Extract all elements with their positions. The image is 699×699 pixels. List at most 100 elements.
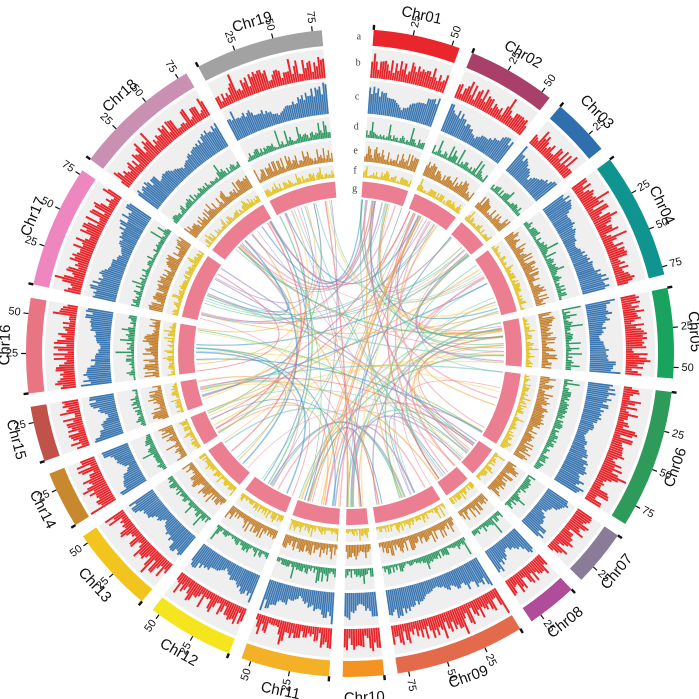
tick-label: 75 — [60, 158, 77, 175]
tick-label: 75 — [640, 504, 656, 520]
tick-label: 25 — [636, 178, 653, 194]
chromosome-ideogram-track — [26, 29, 674, 677]
tick-mark — [570, 588, 576, 594]
histogram-track-b-chr17 — [54, 188, 122, 295]
histogram-tracks — [52, 53, 651, 652]
synteny-link — [242, 239, 298, 465]
tick-mark — [662, 264, 668, 268]
synteny-link — [413, 394, 483, 445]
histogram-track-f-chr05 — [522, 317, 539, 368]
tick-label: 50 — [444, 668, 459, 683]
histogram-track-d-chr10 — [345, 567, 374, 584]
histogram-track-e-chr19 — [253, 148, 333, 184]
histogram-track-c-chr12 — [190, 543, 261, 603]
histogram-track-f-chr12 — [240, 492, 285, 522]
synteny-link — [424, 344, 504, 406]
inner-ideogram-chr11 — [292, 499, 340, 525]
tick-mark — [189, 635, 194, 641]
synteny-link — [201, 237, 453, 324]
chromosome-segment-chr18 — [90, 73, 195, 169]
histogram-track-c-chr09 — [385, 557, 493, 619]
histogram-track-f-chr17 — [171, 250, 205, 316]
synteny-link — [416, 254, 503, 336]
synteny-link — [215, 203, 322, 304]
inner-ideogram-chr10 — [346, 508, 369, 525]
synteny-link — [352, 301, 496, 508]
tick-label: 25 — [409, 14, 423, 28]
histogram-track-d-chr08 — [471, 510, 503, 536]
synteny-link — [339, 429, 361, 507]
chromosome-segment-chr05 — [651, 287, 674, 379]
tick-mark — [155, 614, 160, 620]
chromosome-segment-chr11 — [241, 643, 331, 677]
track-letter-d: d — [354, 122, 359, 133]
synteny-link — [329, 200, 484, 303]
track-letters: a b c d efg — [352, 32, 362, 195]
tick-label: 50 — [654, 216, 670, 232]
histogram-track-f-chr08 — [448, 481, 475, 505]
tick-label: 75 — [668, 256, 683, 271]
histogram-track-b-chr12 — [172, 572, 247, 625]
histogram-track-c-chr16 — [80, 308, 114, 387]
histogram-track-f-chr10 — [346, 528, 369, 541]
tick-mark — [194, 61, 200, 68]
histogram-track-b-chr01 — [370, 53, 450, 94]
tick-mark — [592, 566, 598, 571]
tick-label: 75 — [304, 11, 317, 25]
tick-mark — [631, 189, 637, 194]
inner-ideogram-chr14 — [190, 411, 218, 445]
tick-mark — [617, 534, 623, 540]
track-letter-a: a — [357, 32, 362, 43]
chromosome-segment-chr19 — [198, 30, 324, 81]
tick-label: 25 — [671, 427, 686, 442]
track-background-b — [529, 120, 587, 180]
tick-mark — [271, 33, 274, 39]
histogram-track-e-chr08 — [457, 493, 489, 521]
synteny-link — [309, 215, 421, 502]
synteny-link — [379, 203, 503, 334]
tick-mark — [112, 124, 117, 130]
synteny-link — [418, 336, 504, 445]
inner-ideogram-track — [178, 181, 522, 525]
track-background-f — [464, 209, 497, 243]
inner-ideogram-chr03 — [451, 222, 484, 255]
synteny-link — [293, 209, 446, 475]
histogram-track-d-chr15 — [130, 389, 147, 427]
histogram-track-e-chr16 — [142, 318, 161, 378]
chromosome-label-chr04: Chr04 — [645, 183, 678, 227]
tick-mark — [51, 489, 57, 493]
histogram-track-b-chr02 — [454, 81, 529, 136]
synteny-link — [247, 409, 456, 469]
inner-ideogram-chr07 — [461, 440, 493, 474]
tick-mark — [85, 155, 91, 161]
tick-label: 50 — [39, 195, 55, 211]
chromosome-label-chr05: Chr05 — [685, 311, 699, 353]
chromosome-label-chr02: Chr02 — [501, 37, 545, 72]
tick-label: 50 — [449, 25, 464, 40]
histogram-track-f-chr14 — [179, 418, 201, 449]
histogram-track-f-chr02 — [416, 178, 462, 215]
histogram-track-c-chr18 — [136, 122, 229, 210]
synteny-link — [386, 247, 463, 498]
synteny-link — [300, 427, 350, 508]
tick-mark — [649, 226, 655, 230]
tick-label: 50 — [68, 543, 85, 560]
synteny-link — [298, 310, 499, 499]
inner-ideogram-chr19 — [269, 181, 337, 216]
synteny-link — [207, 206, 314, 312]
track-background-e — [174, 461, 227, 517]
histogram-track-b-chr08 — [505, 554, 550, 596]
chromosome-label-chr17: Chr17 — [17, 195, 49, 239]
tick-label: 50 — [239, 667, 254, 682]
histogram-track-d-chr06 — [533, 379, 580, 470]
histogram-track-c-chr17 — [89, 203, 152, 303]
track-letter-f: f — [353, 166, 357, 177]
histogram-track-d-chr02 — [431, 140, 489, 183]
histogram-track-d-chr07 — [504, 474, 536, 509]
chromosome-label-chr10: Chr10 — [344, 688, 386, 699]
tick-mark — [484, 647, 488, 653]
histogram-track-e-chr09 — [378, 516, 455, 556]
histogram-track-e-chr04 — [504, 231, 549, 307]
tick-mark — [23, 392, 29, 396]
